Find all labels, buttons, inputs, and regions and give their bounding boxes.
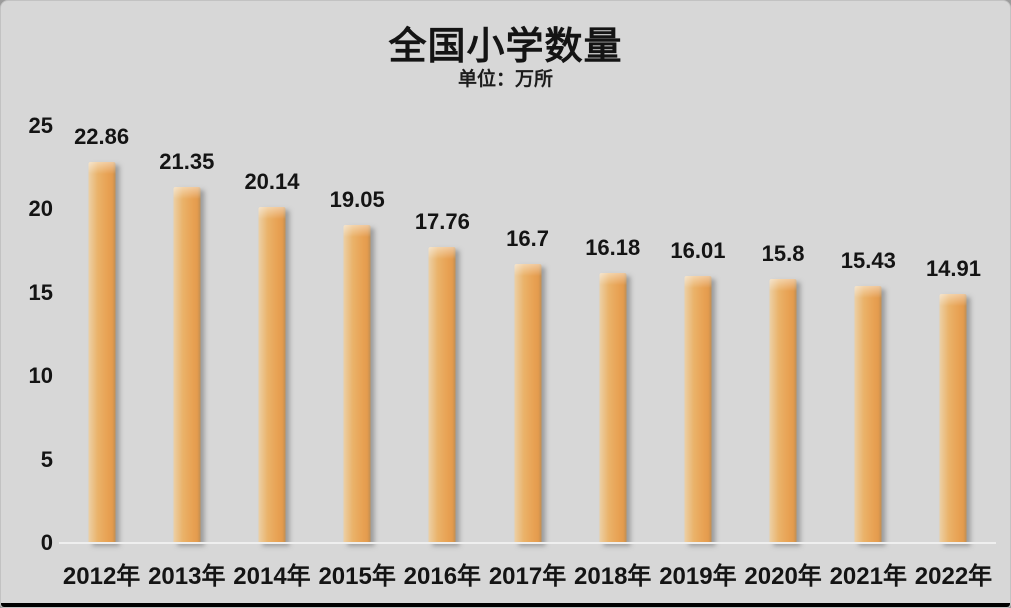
x-axis-label: 2021年	[829, 563, 907, 590]
y-axis-tick: 10	[28, 363, 53, 389]
bar	[173, 186, 201, 543]
bar-value-label: 21.35	[159, 148, 215, 174]
frame-bottom-edge	[1, 603, 1010, 607]
bar-slot: 15.43 2021年	[826, 126, 911, 590]
bar-slots: 22.86 2012年 21.35 2013年 20.14 2014年 19.05 2015年…	[59, 123, 996, 590]
chart-subtitle: 单位：万所	[457, 69, 553, 90]
bar-value-label: 16.01	[670, 237, 726, 263]
x-axis-label: 2018年	[574, 563, 652, 590]
bar-slot: 16.18 2018年	[570, 126, 655, 590]
bar-slot: 22.86 2012年	[59, 123, 144, 590]
bar	[939, 294, 967, 543]
bar-slot: 14.91 2022年	[911, 126, 996, 590]
bar-slot: 16.01 2019年	[655, 126, 740, 590]
bar-value-label: 16.18	[585, 235, 641, 261]
bar	[769, 279, 797, 543]
chart-title: 全国小学数量	[388, 26, 623, 68]
x-axis-label: 2014年	[233, 563, 311, 590]
bar-value-label: 15.8	[761, 241, 805, 267]
bar	[343, 225, 371, 543]
bar	[428, 246, 456, 543]
x-axis-label: 2019年	[659, 563, 737, 590]
bar-slot: 16.7 2017年	[485, 126, 570, 590]
x-axis-label: 2017年	[488, 563, 567, 590]
x-axis-label: 2020年	[744, 563, 822, 590]
bar-slot: 21.35 2013年	[144, 126, 229, 590]
bar	[258, 207, 286, 543]
plot-area: 25 20 15 10 5 0 22.86 2012年 21.35 2013年 20.14 2014…	[29, 113, 996, 590]
bar	[88, 161, 116, 543]
x-axis-label: 2015年	[318, 563, 396, 590]
y-axis-tick: 5	[40, 446, 53, 472]
bar-value-label: 14.91	[925, 256, 981, 282]
bar-value-label: 17.76	[414, 208, 470, 234]
x-axis-line	[59, 542, 996, 544]
x-axis-label: 2022年	[914, 563, 993, 590]
y-axis-tick: 15	[28, 279, 53, 305]
x-axis-label: 2013年	[148, 563, 226, 590]
x-axis-label: 2012年	[62, 563, 141, 590]
y-axis-tick: 25	[28, 113, 53, 138]
bar-value-label: 20.14	[244, 169, 300, 195]
bar	[684, 275, 712, 543]
bar-value-label: 16.7	[506, 226, 549, 252]
y-axis-tick: 0	[40, 530, 53, 555]
bar-slot: 19.05 2015年	[315, 126, 400, 590]
bar-value-label: 22.86	[74, 123, 130, 149]
bar-slot: 17.76 2016年	[400, 126, 485, 590]
bar	[854, 285, 882, 543]
bar-slot: 15.8 2020年	[741, 126, 826, 590]
bar-slot: 20.14 2014年	[229, 126, 314, 590]
y-axis: 25 20 15 10 5 0	[9, 113, 53, 555]
bar-value-label: 19.05	[329, 187, 385, 213]
bar	[599, 273, 627, 543]
bar-value-label: 15.43	[840, 247, 896, 273]
x-axis-label: 2016年	[403, 563, 482, 590]
bar	[514, 264, 542, 543]
y-axis-tick: 20	[28, 196, 53, 222]
